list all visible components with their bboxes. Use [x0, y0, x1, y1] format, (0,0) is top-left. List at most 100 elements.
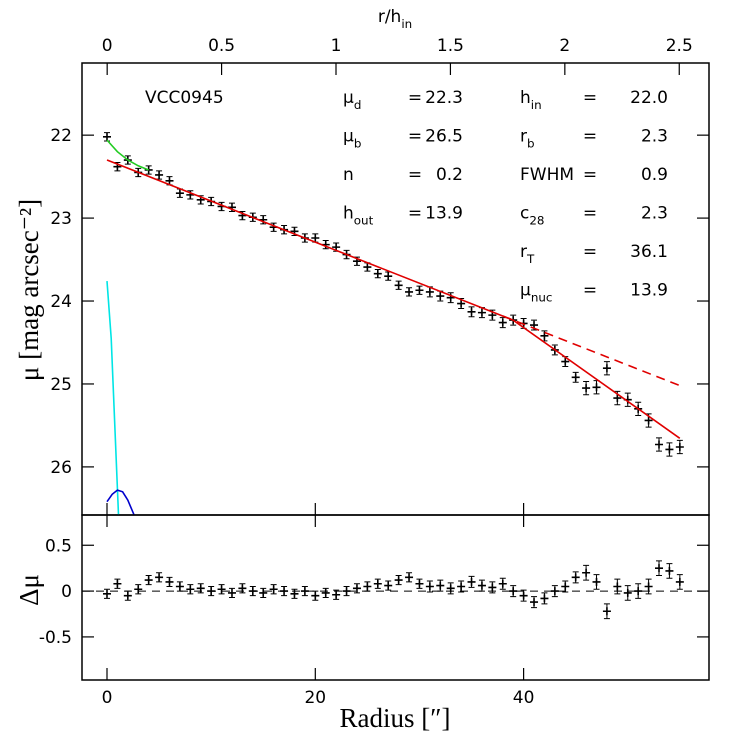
data-point: [488, 583, 497, 592]
model-line: [106, 281, 120, 516]
param-label-main: r: [520, 127, 527, 147]
data-point: [186, 585, 195, 594]
data-point: [436, 581, 445, 590]
data-point: [227, 588, 236, 597]
data-point: [248, 587, 257, 596]
param-value: 2.3: [641, 204, 668, 224]
data-point: [394, 281, 403, 290]
param-label: c28: [520, 204, 545, 228]
param-value: 22.3: [425, 88, 463, 108]
data-point: [655, 440, 664, 449]
data-point: [425, 287, 434, 296]
data-point: [269, 585, 278, 594]
data-point: [342, 587, 351, 596]
param-label-main: μ: [520, 281, 531, 301]
data-point: [384, 272, 393, 281]
data-point: [175, 189, 184, 198]
data-point: [373, 269, 382, 278]
param-equals: =: [583, 281, 597, 301]
param-label: μnuc: [520, 281, 552, 305]
param-label-main: μ: [343, 88, 354, 108]
data-point: [363, 582, 372, 591]
data-point: [509, 587, 518, 596]
data-point: [467, 307, 476, 316]
param-label-sub: b: [354, 137, 362, 151]
data-point: [457, 299, 466, 308]
data-point: [498, 579, 507, 588]
x2-tick-label: 1.5: [437, 36, 464, 56]
data-point: [602, 607, 611, 616]
data-point: [311, 591, 320, 600]
data-point: [217, 585, 226, 594]
data-point: [613, 582, 622, 591]
data-point: [561, 582, 570, 591]
data-point: [477, 581, 486, 590]
data-point: [290, 589, 299, 598]
y-tick-label: 22: [50, 126, 72, 146]
data-point: [425, 582, 434, 591]
param-value: 13.9: [425, 204, 463, 224]
model-line: [106, 139, 149, 171]
param-label-main: h: [520, 88, 531, 108]
param-label: n: [343, 165, 354, 185]
data-point: [405, 573, 414, 582]
data-point: [102, 132, 111, 141]
y-tick-label: 23: [50, 209, 72, 229]
param-label-main: c: [520, 204, 529, 224]
data-point: [644, 582, 653, 591]
data-point: [300, 587, 309, 596]
object-name: VCC0945: [145, 88, 224, 108]
param-equals: =: [408, 88, 422, 108]
data-point: [550, 587, 559, 596]
data-point: [144, 576, 153, 585]
data-point: [467, 577, 476, 586]
param-label-sub: b: [527, 137, 535, 151]
data-point: [134, 585, 143, 594]
y-tick-label: 24: [50, 292, 72, 312]
param-label: FWHM: [520, 165, 574, 185]
y-axis-label: μ [mag arcsec⁻²]: [14, 199, 44, 381]
param-label: μd: [343, 88, 361, 112]
data-point: [540, 594, 549, 603]
data-point: [571, 573, 580, 582]
data-point: [394, 576, 403, 585]
x2-tick-label: 1: [331, 36, 342, 56]
param-label-main: n: [343, 165, 354, 185]
param-label-main: μ: [343, 127, 354, 147]
data-point: [207, 587, 216, 596]
data-point: [102, 589, 111, 598]
data-point: [321, 588, 330, 597]
data-point: [498, 318, 507, 327]
param-label: hin: [520, 88, 542, 112]
param-label-main: FWHM: [520, 165, 574, 185]
data-point: [384, 581, 393, 590]
data-point: [561, 357, 570, 366]
data-point: [623, 588, 632, 597]
data-point: [457, 582, 466, 591]
param-label-sub: out: [354, 214, 374, 228]
param-equals: =: [408, 127, 422, 147]
param-value: 0.2: [436, 165, 463, 185]
param-label-main: h: [343, 204, 354, 224]
x2-axis-label-main: r/h: [378, 7, 402, 27]
param-value: 13.9: [630, 281, 668, 301]
param-equals: =: [408, 165, 422, 185]
y-tick-label: 0: [61, 582, 72, 602]
param-label-sub: in: [531, 98, 542, 112]
param-label-sub: nuc: [531, 291, 553, 305]
param-label-main: r: [520, 242, 527, 262]
data-point: [373, 579, 382, 588]
data-point: [196, 584, 205, 593]
data-point: [363, 263, 372, 272]
data-point: [165, 577, 174, 586]
data-point: [477, 308, 486, 317]
param-value: 0.9: [641, 165, 668, 185]
data-point: [644, 416, 653, 425]
data-point: [602, 364, 611, 373]
data-point: [311, 233, 320, 242]
param-label-sub: d: [354, 98, 362, 112]
param-value: 22.0: [630, 88, 668, 108]
data-point: [665, 566, 674, 575]
model-line: [106, 489, 135, 516]
